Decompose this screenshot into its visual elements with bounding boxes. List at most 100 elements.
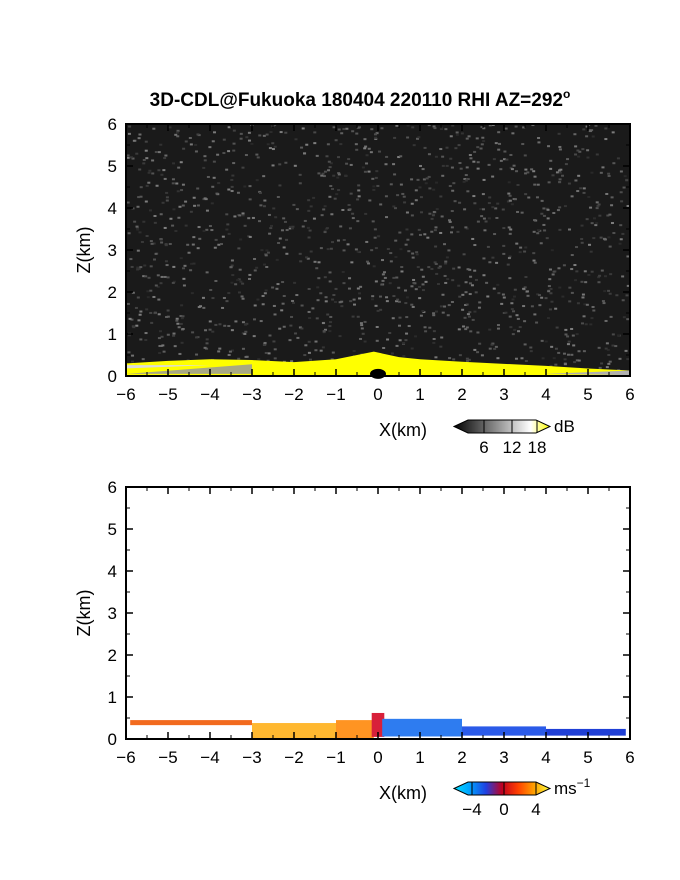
noise-pixel xyxy=(619,170,623,173)
noise-pixel xyxy=(509,228,513,231)
noise-pixel xyxy=(151,172,155,175)
noise-pixel xyxy=(452,182,456,185)
noise-pixel xyxy=(190,292,194,295)
noise-pixel xyxy=(626,284,630,287)
noise-pixel xyxy=(533,175,537,178)
noise-pixel xyxy=(411,126,415,129)
velocity-segment xyxy=(252,723,336,739)
noise-pixel xyxy=(424,280,428,283)
noise-pixel xyxy=(331,188,335,191)
noise-pixel xyxy=(423,233,427,236)
noise-pixel xyxy=(356,198,360,201)
noise-pixel xyxy=(317,277,321,280)
noise-pixel xyxy=(360,324,364,327)
noise-pixel xyxy=(441,174,445,177)
noise-pixel xyxy=(439,231,443,234)
noise-pixel xyxy=(273,313,277,316)
noise-pixel xyxy=(290,315,294,318)
noise-pixel xyxy=(356,287,360,290)
noise-pixel xyxy=(600,362,604,365)
noise-pixel xyxy=(227,353,231,356)
noise-pixel xyxy=(592,217,596,220)
noise-pixel xyxy=(578,150,582,153)
noise-pixel xyxy=(450,166,454,169)
noise-pixel xyxy=(545,237,549,240)
noise-pixel xyxy=(168,126,172,129)
noise-pixel xyxy=(400,270,404,273)
noise-pixel xyxy=(342,238,346,241)
noise-pixel xyxy=(501,293,505,296)
noise-pixel xyxy=(582,315,586,318)
noise-pixel xyxy=(448,220,452,223)
noise-pixel xyxy=(386,248,390,251)
noise-pixel xyxy=(430,217,434,220)
noise-pixel xyxy=(218,323,222,326)
noise-pixel xyxy=(351,130,355,133)
noise-pixel xyxy=(457,284,461,287)
noise-pixel xyxy=(205,228,209,231)
noise-pixel xyxy=(230,185,234,188)
noise-pixel xyxy=(144,200,148,203)
noise-pixel xyxy=(532,170,536,173)
noise-pixel xyxy=(198,237,202,240)
noise-pixel xyxy=(230,178,234,181)
noise-pixel xyxy=(365,260,369,263)
noise-pixel xyxy=(515,170,519,173)
noise-pixel xyxy=(479,208,483,211)
noise-pixel xyxy=(402,354,406,357)
noise-pixel xyxy=(375,339,379,342)
noise-pixel xyxy=(602,302,606,305)
noise-pixel xyxy=(323,231,327,234)
noise-pixel xyxy=(211,185,215,188)
noise-pixel xyxy=(370,298,374,301)
noise-pixel xyxy=(597,346,601,349)
x-tick-label: 6 xyxy=(625,385,634,404)
noise-pixel xyxy=(348,208,352,211)
noise-pixel xyxy=(164,244,168,247)
noise-pixel xyxy=(320,174,324,177)
noise-pixel xyxy=(303,152,307,155)
noise-pixel xyxy=(541,357,545,360)
noise-pixel xyxy=(166,309,170,312)
noise-pixel xyxy=(462,325,466,328)
noise-pixel xyxy=(328,325,332,328)
noise-pixel xyxy=(484,220,488,223)
noise-pixel xyxy=(596,204,600,207)
noise-pixel xyxy=(465,137,469,140)
noise-pixel xyxy=(610,204,614,207)
noise-pixel xyxy=(592,237,596,240)
noise-pixel xyxy=(153,215,157,218)
noise-pixel xyxy=(585,218,589,221)
noise-pixel xyxy=(142,220,146,223)
noise-pixel xyxy=(214,238,218,241)
noise-pixel xyxy=(457,266,461,269)
noise-pixel xyxy=(139,195,143,198)
noise-pixel xyxy=(444,262,448,265)
noise-pixel xyxy=(589,206,593,209)
noise-pixel xyxy=(291,299,295,302)
noise-pixel xyxy=(231,174,235,177)
y-tick-label: 5 xyxy=(108,157,117,176)
noise-pixel xyxy=(263,263,267,266)
noise-pixel xyxy=(252,318,256,321)
noise-pixel xyxy=(464,328,468,331)
weak-echo-left-upper xyxy=(126,365,210,369)
noise-pixel xyxy=(291,301,295,304)
noise-pixel xyxy=(473,269,477,272)
noise-pixel xyxy=(511,298,515,301)
noise-pixel xyxy=(315,317,319,320)
y-tick-label: 1 xyxy=(108,688,117,707)
noise-pixel xyxy=(399,248,403,251)
noise-pixel xyxy=(289,324,293,327)
noise-pixel xyxy=(555,326,559,329)
noise-pixel xyxy=(177,326,181,329)
noise-pixel xyxy=(524,168,528,171)
noise-pixel xyxy=(521,143,525,146)
noise-pixel xyxy=(159,330,163,333)
noise-pixel xyxy=(323,229,327,232)
noise-pixel xyxy=(217,243,221,246)
noise-pixel xyxy=(562,352,566,355)
noise-pixel xyxy=(546,208,550,211)
noise-pixel xyxy=(456,230,460,233)
noise-pixel xyxy=(540,199,544,202)
